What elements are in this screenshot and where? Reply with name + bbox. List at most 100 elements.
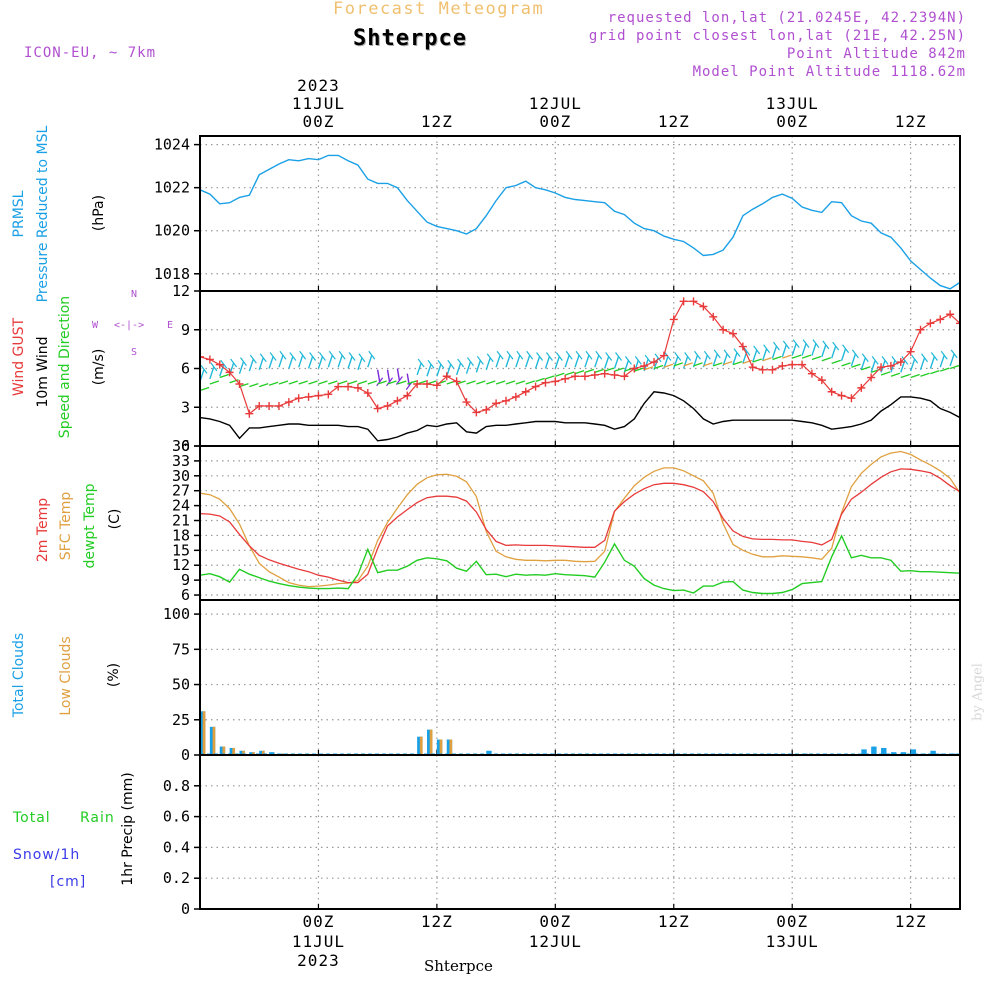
gust-marker <box>580 372 589 381</box>
total-cloud-bar <box>861 749 867 755</box>
gust-marker <box>324 390 333 399</box>
gust-marker <box>304 392 313 401</box>
wind-arrow-head <box>506 350 514 360</box>
wind-arrow-green <box>811 355 822 361</box>
wind-arrow <box>426 364 432 377</box>
bottom-axis-hour: 12Z <box>420 912 453 931</box>
gust-marker <box>492 399 501 408</box>
gust-marker <box>620 372 629 381</box>
wind-arrow-head <box>842 344 850 354</box>
wind-arrow-green <box>634 367 644 372</box>
wind-arrow-green <box>722 361 733 366</box>
y-tick-label: 0.8 <box>163 777 190 795</box>
wind-arrow-head <box>743 346 751 356</box>
gust-marker <box>807 369 816 378</box>
low-cloud-bar <box>202 711 206 755</box>
wind-arrow <box>909 358 916 372</box>
wind-arrow <box>604 356 610 369</box>
panel-frame <box>199 754 961 910</box>
compass-e: E <box>167 320 174 331</box>
compass-w: W <box>92 320 99 331</box>
wind-arrow-green <box>890 372 901 377</box>
wind-arrow-head <box>713 349 721 359</box>
wind-arrow <box>465 361 472 374</box>
wind-arrow-head <box>536 352 544 361</box>
gust-marker <box>817 376 826 385</box>
top-axis-hour: 12Z <box>657 112 690 131</box>
wind-arrow-green <box>337 380 348 385</box>
wind-arrow-head <box>486 353 494 363</box>
wind-arrow <box>594 354 600 368</box>
y-tick-label: 1018 <box>154 265 190 283</box>
wind-arrow-head <box>654 353 662 363</box>
top-axis-year: 2023 <box>297 76 340 95</box>
y-tick-label: 50 <box>172 676 190 694</box>
gust-marker <box>867 373 876 382</box>
wind-arrow-green <box>555 372 565 377</box>
wind-arrow <box>811 343 817 356</box>
wind-arrow <box>554 356 560 369</box>
wind-arrow <box>860 357 866 371</box>
y-tick-label: 27 <box>172 482 190 500</box>
gust-marker <box>245 409 254 418</box>
wind-arrow-head <box>526 350 534 360</box>
wind-arrow-head <box>605 352 613 361</box>
wind-arrow-green <box>495 380 506 385</box>
wind-arrow-head <box>615 352 623 361</box>
wind-arrow-green <box>535 377 545 383</box>
total-cloud-bar <box>871 746 877 755</box>
wind-arrow <box>949 353 955 367</box>
panel-pressure: 1018 1020 1022 1024 <box>154 135 961 292</box>
wind-arrow <box>564 354 570 368</box>
wind-arrow-head <box>871 356 879 365</box>
wind-arrow <box>919 357 926 371</box>
wind-arrow-green <box>920 372 930 377</box>
gust-marker <box>235 380 244 388</box>
y-tick-label: 21 <box>172 512 190 530</box>
requested-coords: requested lon,lat (21.0245E, 42.2394N) <box>607 10 966 26</box>
y-tick-label: 9 <box>181 571 190 589</box>
wind-arrow-green <box>683 362 693 367</box>
wind-arrow-green <box>801 354 812 359</box>
gust-marker <box>432 381 441 390</box>
wind-arrow-green <box>782 354 792 359</box>
total-cloud-bar <box>930 750 936 755</box>
wind-arrow <box>939 354 945 368</box>
wind-arrow-green <box>653 364 664 370</box>
wind-arrow-head <box>802 339 810 348</box>
wind-arrow-green <box>752 358 762 363</box>
gust-marker <box>778 361 787 370</box>
y-tick-label: 36 <box>172 437 190 455</box>
total-cloud-bar <box>910 749 917 755</box>
gust-marker <box>798 360 807 369</box>
wind-arrow <box>347 356 353 369</box>
gust-marker <box>403 391 412 400</box>
gust-marker <box>472 408 481 417</box>
gust-marker <box>916 325 925 334</box>
gust-marker <box>590 370 599 379</box>
wind-arrow <box>495 354 501 368</box>
wind-arrow <box>317 356 324 369</box>
panel-frame <box>199 445 961 601</box>
gust-marker <box>531 382 540 391</box>
wind-arrow <box>307 356 314 369</box>
gust-marker <box>689 297 698 306</box>
wind-arrow-green <box>880 371 891 376</box>
y-tick-label: 1020 <box>154 222 190 240</box>
gust-marker <box>294 394 303 403</box>
wind-arrow <box>367 354 373 368</box>
wind-arrow-head <box>674 352 682 361</box>
wind-arrow <box>278 354 284 368</box>
gust-marker <box>541 378 550 387</box>
gust-marker <box>659 351 668 360</box>
wind-arrow-green <box>940 367 950 372</box>
wind-arrow-head <box>249 354 257 364</box>
wind-arrow-head <box>792 339 800 348</box>
wind-arrow-head <box>447 359 455 369</box>
wind-arrow-green <box>357 380 368 385</box>
low-cloud-bar <box>429 729 433 755</box>
low-cloud-bar <box>252 752 255 755</box>
bottom-axis-date: 13JUL <box>765 932 819 951</box>
gust-marker <box>423 380 432 388</box>
low-cloud-bar <box>419 736 423 755</box>
